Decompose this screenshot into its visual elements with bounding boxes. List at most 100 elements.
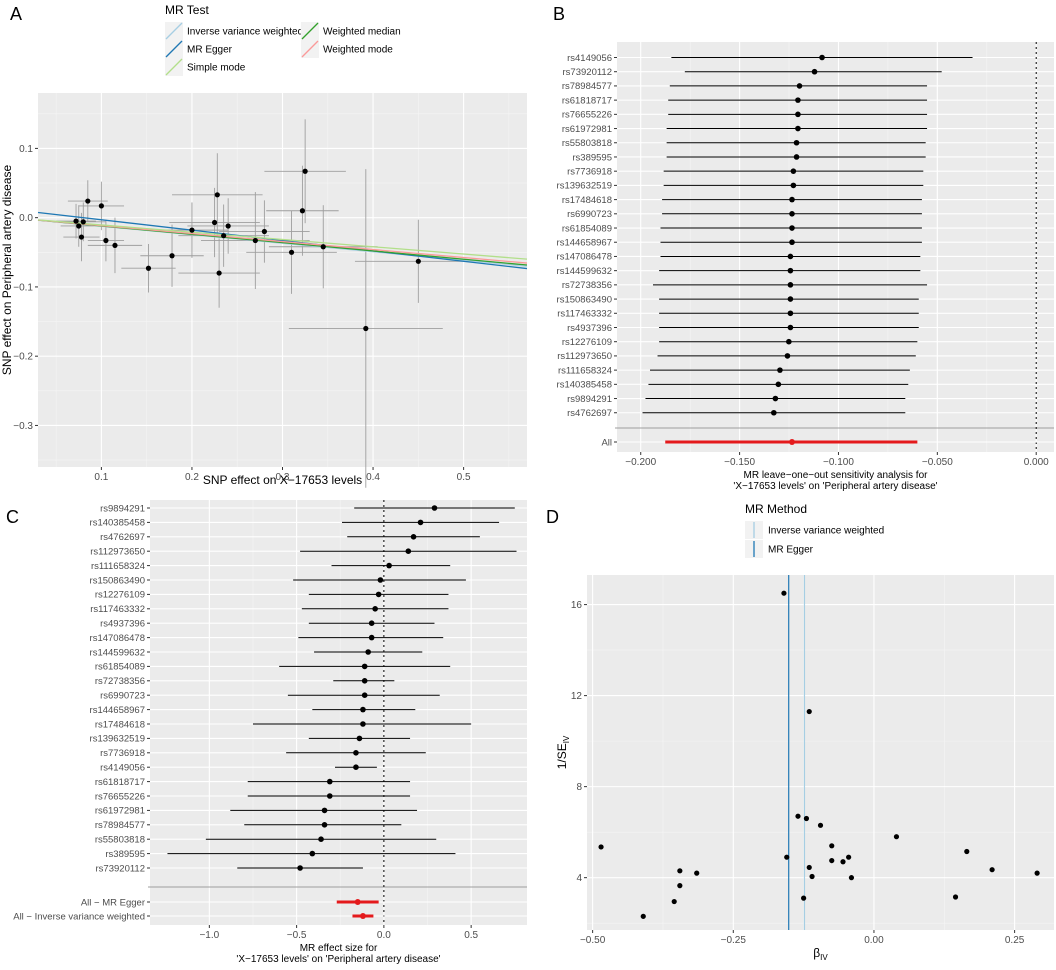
legend-label: Weighted median: [323, 27, 401, 38]
snp-label: rs17484618: [95, 719, 145, 730]
regression-line: [37, 219, 528, 260]
point-estimate: [789, 239, 795, 246]
regression-line: [37, 211, 528, 270]
data-point: [806, 864, 812, 871]
snp-label: rs111658324: [91, 561, 145, 572]
point-estimate: [787, 296, 794, 302]
point-estimate: [405, 548, 412, 554]
x-axis-title-subscript: IV: [820, 953, 828, 962]
data-point: [809, 873, 815, 880]
snp-label: rs12276109: [562, 337, 612, 348]
x-axis-title: MR effect size for: [300, 943, 378, 954]
x-tick-label: 0.4: [366, 472, 380, 483]
snp-label: rs140385458: [557, 380, 612, 391]
data-point: [221, 233, 227, 239]
snp-label: rs72738356: [562, 280, 612, 291]
x-tick-label: −0.5: [287, 930, 307, 941]
legend-label: MR Egger: [768, 545, 814, 556]
point-estimate: [309, 850, 316, 857]
point-estimate: [361, 692, 368, 698]
point-estimate: [377, 577, 384, 583]
x-tick-label: 0.000: [1024, 457, 1049, 468]
x-axis-title-line2: 'X−17653 levels' on 'Peripheral artery d…: [236, 954, 440, 965]
data-point: [302, 168, 308, 174]
data-point: [781, 590, 787, 596]
snp-label: rs9894291: [100, 503, 145, 514]
x-tick-label: 0.25: [1005, 935, 1025, 946]
x-axis-title: SNP effect on X−17653 levels: [203, 473, 362, 487]
snp-label: rs389595: [572, 152, 612, 163]
point-estimate: [790, 182, 797, 189]
x-tick-label: 0.2: [185, 472, 199, 483]
snp-label: rs73920112: [96, 863, 145, 874]
x-tick-label: −0.050: [922, 457, 953, 468]
data-point: [103, 237, 109, 244]
point-estimate: [368, 620, 375, 626]
point-estimate: [777, 367, 783, 373]
x-tick-label: −1.0: [199, 930, 219, 941]
snp-label: rs55803818: [562, 138, 612, 149]
data-point: [893, 834, 900, 840]
snp-label: rs144599632: [90, 647, 145, 658]
data-point: [112, 242, 118, 248]
point-estimate: [787, 267, 794, 274]
snp-label: rs4762697: [567, 408, 612, 419]
y-tick-label: 16: [571, 600, 583, 611]
x-tick-label: −0.150: [724, 457, 755, 468]
snp-label: rs389595: [105, 849, 145, 860]
data-point: [73, 218, 79, 224]
point-estimate: [410, 534, 417, 540]
snp-label: rs76655226: [562, 110, 612, 121]
point-estimate: [386, 562, 392, 569]
data-point: [169, 253, 175, 259]
data-point: [189, 227, 195, 233]
data-point: [806, 708, 812, 715]
y-tick-label: −0.2: [13, 352, 33, 363]
data-point: [78, 234, 85, 240]
data-point: [98, 203, 104, 209]
summary-label: All − Inverse variance weighted: [13, 911, 145, 922]
x-tick-label: 0.5: [457, 472, 471, 483]
snp-label: rs72738356: [95, 676, 145, 687]
legend: MR Test Inverse variance weighted Weighted…: [165, 3, 401, 76]
data-point: [840, 859, 846, 865]
point-estimate: [372, 606, 378, 612]
summary-label: All: [601, 437, 612, 448]
panel-letter-a: A: [10, 4, 22, 24]
point-estimate: [365, 649, 371, 655]
data-point: [964, 848, 970, 855]
data-point: [216, 270, 222, 276]
snp-label: rs4937396: [567, 323, 612, 334]
y-tick-label: 0.1: [19, 144, 33, 155]
point-estimate: [819, 54, 825, 61]
snp-label: rs7736918: [100, 748, 145, 759]
regression-line: [37, 219, 528, 264]
x-tick-label: −0.100: [823, 457, 854, 468]
y-axis-title-subscript: IV: [562, 735, 571, 743]
point-estimate: [795, 97, 801, 103]
x-tick-label: −0.25: [721, 935, 747, 946]
data-point: [829, 843, 835, 849]
summary-estimate: [359, 913, 366, 919]
point-estimate: [789, 225, 795, 231]
snp-label: rs6990723: [100, 691, 145, 702]
x-tick-label: 0.3: [276, 472, 290, 483]
point-estimate: [360, 721, 366, 727]
y-tick-label: 4: [576, 873, 582, 884]
legend-key-line: [165, 22, 183, 40]
data-point: [795, 813, 801, 819]
point-estimate: [326, 793, 333, 799]
data-point: [299, 208, 306, 214]
point-estimate: [361, 678, 368, 684]
point-estimate: [796, 83, 803, 89]
snp-label: rs111658324: [558, 365, 612, 376]
data-point: [677, 868, 683, 874]
panel-c-forest: −1.0 −0.5 0.0 0.5 rs9894291 rs140385458 rs4762…: [13, 500, 527, 965]
snp-label: rs144658967: [90, 705, 145, 716]
data-point: [252, 237, 258, 244]
panel-letter-d: D: [546, 507, 559, 527]
y-tick-label: −0.1: [13, 282, 33, 293]
point-estimate: [353, 750, 359, 756]
snp-label: rs78984577: [95, 820, 145, 831]
point-estimate: [786, 338, 792, 345]
